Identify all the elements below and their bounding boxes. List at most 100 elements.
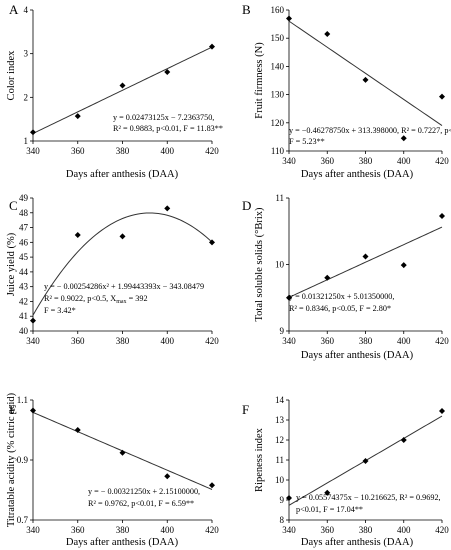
data-point — [362, 458, 369, 464]
trend-line — [288, 20, 443, 126]
panel-a: 340 360 380 400 420 1 2 3 4A Days after anthesis … — [6, 2, 223, 180]
panel-f: 340 360 380 400 420 8 9 10 11 12 13 14 F Days after a… — [242, 395, 449, 548]
equation-text: y = − 0.00254286x² + 1.99443393x − 343.0… — [44, 282, 204, 291]
y-tick-label: 1.1 — [17, 395, 28, 405]
data-point — [324, 489, 331, 496]
equation-text: F = 3.42* — [44, 306, 76, 315]
equation-text: R² = 0.9883, p<0.01, F = 11.83** — [113, 124, 223, 133]
equation-text: p<0.01, F = 17.04** — [296, 505, 363, 514]
x-tick-label: 360 — [71, 336, 85, 346]
x-tick-label: 420 — [435, 336, 449, 346]
x-tick-label: 360 — [71, 146, 85, 156]
data-point — [74, 231, 81, 238]
x-tick-label: 400 — [397, 156, 411, 166]
equation-text: y = 0.02473125x − 7.2363750, — [113, 113, 214, 122]
data-point — [164, 69, 171, 76]
x-tick-label: 340 — [282, 156, 296, 166]
data-point — [439, 212, 445, 219]
x-tick-label: 400 — [397, 336, 411, 346]
y-tick-label: 43 — [19, 282, 29, 292]
y-tick-label: 9 — [280, 326, 285, 336]
y-tick-label: 1 — [24, 136, 29, 146]
panel-d: 340 360 380 400 420 9 10 11 D Days after anthesis… — [242, 193, 449, 361]
equation-text: R² = 0.8346, p<0.05, F = 2.80* — [289, 304, 391, 313]
x-tick-label: 380 — [116, 146, 130, 156]
y-tick-label: 0.7 — [17, 515, 29, 525]
data-point — [400, 262, 407, 269]
panel-e: 340 360 380 400 420 0.7 0.9 1.1E Days after anth… — [6, 392, 219, 548]
x-tick-label: 340 — [282, 336, 296, 346]
data-point — [164, 473, 171, 480]
data-point — [324, 274, 331, 281]
panel-b: 340 360 380 400 420 110 120 130 140 150 160 B Days a… — [242, 2, 451, 180]
y-axis-label: Ripeness index — [254, 427, 265, 492]
data-point — [119, 449, 126, 456]
equation-text: F = 5.23** — [289, 137, 325, 146]
y-axis-label: Titratable acidity (% citric acid) — [6, 392, 17, 527]
y-tick-label: 2 — [24, 92, 29, 102]
panel-label: E — [9, 402, 17, 417]
y-tick-label: 10 — [275, 260, 285, 270]
x-tick-label: 340 — [26, 146, 40, 156]
y-tick-label: 10 — [275, 475, 285, 485]
panel-label: A — [9, 2, 19, 17]
y-tick-label: 120 — [271, 118, 285, 128]
y-tick-label: 4 — [24, 5, 29, 15]
y-tick-label: 12 — [275, 435, 284, 445]
y-tick-label: 49 — [19, 193, 29, 203]
x-tick-label: 360 — [321, 336, 335, 346]
panel-label: F — [242, 402, 249, 417]
data-point — [119, 82, 126, 89]
y-tick-label: 11 — [275, 193, 284, 203]
equation-text: y = 0.01321250x + 5.01350000, — [289, 292, 394, 301]
x-axis-label: Days after anthesis (DAA) — [66, 537, 179, 548]
y-tick-label: 110 — [271, 146, 285, 156]
y-tick-label: 14 — [275, 395, 285, 405]
y-tick-label: 41 — [19, 311, 28, 321]
data-point — [439, 93, 445, 100]
equation-text: y = −0.46278750x + 313.398000, R² = 0.72… — [289, 126, 451, 135]
y-tick-label: 9 — [280, 495, 285, 505]
data-point — [74, 113, 81, 120]
y-tick-label: 47 — [19, 223, 29, 233]
x-tick-label: 420 — [435, 525, 449, 535]
data-point — [439, 408, 445, 414]
data-point — [362, 76, 369, 83]
equation-text: R² = 0.9022, p<0.5, Xmax = 392 — [44, 294, 148, 305]
x-tick-label: 360 — [321, 525, 335, 535]
x-tick-label: 340 — [282, 525, 296, 535]
x-tick-label: 400 — [161, 525, 175, 535]
panel-label: D — [242, 198, 251, 213]
x-tick-label: 420 — [205, 146, 219, 156]
x-tick-label: 380 — [359, 525, 373, 535]
x-tick-label: 420 — [205, 525, 219, 535]
data-point — [30, 407, 36, 414]
data-point — [324, 30, 331, 37]
x-tick-label: 380 — [359, 156, 373, 166]
trend-line — [32, 212, 213, 316]
x-axis-label: Days after anthesis (DAA) — [301, 537, 414, 548]
y-tick-label: 150 — [271, 33, 285, 43]
x-tick-label: 400 — [397, 525, 411, 535]
y-tick-label: 160 — [271, 5, 285, 15]
x-tick-label: 400 — [161, 336, 175, 346]
data-point — [362, 253, 369, 260]
equation-text: R² = 0.9762, p<0.01, F = 6.59** — [88, 499, 194, 508]
y-axis-label: Total soluble solids (°Brix) — [254, 207, 265, 322]
y-tick-label: 40 — [19, 326, 29, 336]
equation-text: y = − 0.00321250x + 2.15100000, — [88, 487, 200, 496]
x-tick-label: 380 — [359, 336, 373, 346]
y-tick-label: 46 — [19, 237, 29, 247]
x-tick-label: 340 — [26, 336, 40, 346]
trend-line — [32, 46, 213, 134]
x-tick-label: 360 — [71, 525, 85, 535]
y-tick-label: 130 — [271, 90, 285, 100]
x-tick-label: 380 — [116, 336, 130, 346]
x-axis-label: Days after anthesis (DAA) — [66, 169, 179, 180]
data-point — [164, 205, 171, 212]
y-tick-label: 45 — [19, 252, 29, 262]
panel-c: 340 360 380 400 420 40 41 42 43 44 45 46 47 48 49C Juic… — [6, 193, 219, 346]
y-tick-label: 3 — [24, 49, 29, 59]
x-tick-label: 420 — [205, 336, 219, 346]
